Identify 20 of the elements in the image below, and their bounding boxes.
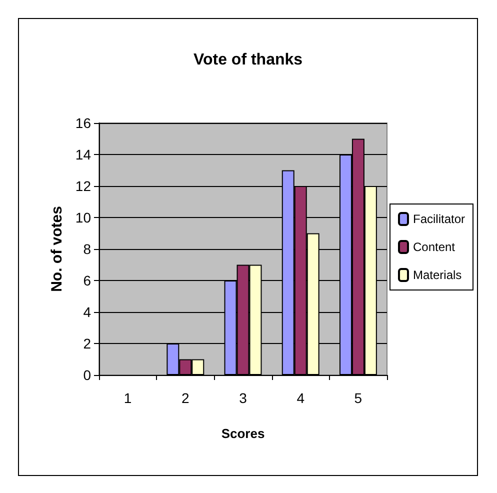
y-axis-title: No. of votes — [48, 206, 66, 292]
y-tick-label: 4 — [83, 304, 92, 320]
y-tick-label: 2 — [83, 336, 92, 352]
x-tick-label: 2 — [182, 390, 190, 406]
legend-label: Content — [412, 240, 456, 254]
y-tick-label: 12 — [75, 178, 92, 194]
legend-label: Materials — [412, 268, 462, 282]
y-tick-label: 6 — [83, 272, 92, 288]
y-tick-label: 14 — [75, 146, 92, 162]
legend-label: Facilitator — [412, 212, 466, 226]
y-tick-label: 8 — [83, 241, 92, 257]
x-tick-label: 5 — [354, 390, 362, 406]
x-tick-label: 3 — [239, 390, 248, 406]
x-tick-label: 1 — [124, 390, 132, 406]
x-tick-label: 4 — [296, 390, 305, 406]
y-tick-label: 10 — [75, 210, 92, 226]
chart-title: Vote of thanks — [193, 52, 303, 68]
y-tick-label: 16 — [75, 115, 92, 131]
y-tick-label: 0 — [83, 367, 92, 383]
x-axis-title: Scores — [221, 426, 265, 441]
